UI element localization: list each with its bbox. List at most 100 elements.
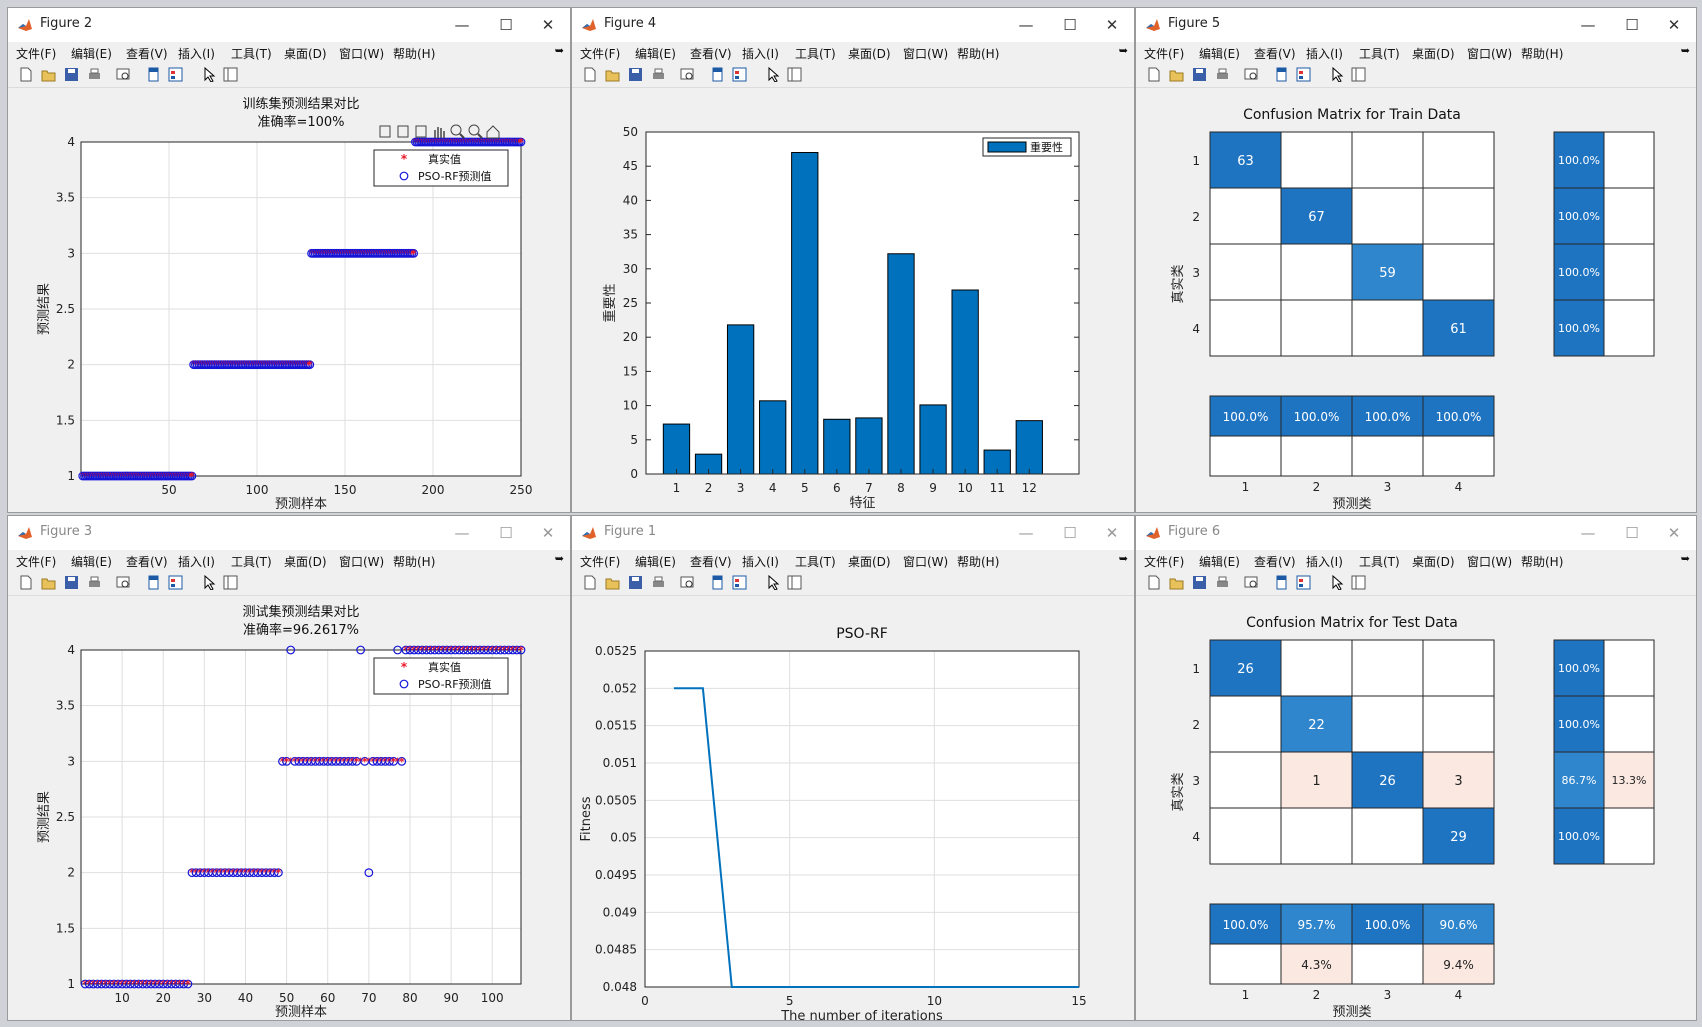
property-editor-icon[interactable] [1296, 67, 1311, 82]
open-file-icon[interactable] [41, 575, 56, 590]
menu-overflow-icon[interactable]: ➥ [1118, 44, 1128, 57]
menu-item[interactable]: 工具(T) [795, 47, 836, 61]
menu-item[interactable]: 查看(V) [126, 47, 168, 61]
menu-item[interactable]: 插入(I) [178, 555, 215, 569]
print-preview-icon[interactable] [680, 575, 695, 590]
hide-toolbar-icon[interactable] [146, 575, 161, 590]
title-bar[interactable]: Figure 2 — ☐ ✕ [8, 8, 570, 42]
menu-item[interactable]: 文件(F) [16, 555, 57, 569]
property-editor-icon[interactable] [168, 67, 183, 82]
zoom-out-icon[interactable] [468, 124, 483, 139]
maximize-button[interactable]: ☐ [499, 16, 513, 34]
title-bar[interactable]: Figure 1 — ☐ ✕ [572, 516, 1134, 550]
property-editor-icon[interactable] [732, 67, 747, 82]
pointer-icon[interactable] [765, 66, 780, 83]
menu-item[interactable]: 插入(I) [178, 47, 215, 61]
open-file-icon[interactable] [41, 67, 56, 82]
maximize-button[interactable]: ☐ [1063, 16, 1077, 34]
save-icon[interactable] [628, 575, 643, 590]
data-tip-icon[interactable] [397, 125, 409, 138]
open-file-icon[interactable] [605, 67, 620, 82]
menu-overflow-icon[interactable]: ➥ [1118, 552, 1128, 565]
plot-browser-icon[interactable] [787, 67, 802, 82]
menu-item[interactable]: 编辑(E) [1199, 47, 1240, 61]
maximize-button[interactable]: ☐ [499, 524, 513, 542]
plot-browser-icon[interactable] [223, 575, 238, 590]
print-icon[interactable] [651, 67, 666, 82]
maximize-button[interactable]: ☐ [1625, 524, 1639, 542]
menu-item[interactable]: 文件(F) [580, 47, 621, 61]
menu-item[interactable]: 编辑(E) [1199, 555, 1240, 569]
menu-item[interactable]: 窗口(W) [1467, 555, 1513, 569]
hide-toolbar-icon[interactable] [1274, 575, 1289, 590]
pointer-icon[interactable] [1329, 574, 1344, 591]
minimize-button[interactable]: — [454, 16, 470, 34]
open-file-icon[interactable] [1169, 67, 1184, 82]
print-preview-icon[interactable] [116, 575, 131, 590]
plot-browser-icon[interactable] [1351, 575, 1366, 590]
plot-browser-icon[interactable] [1351, 67, 1366, 82]
menu-item[interactable]: 工具(T) [1359, 555, 1400, 569]
title-bar[interactable]: Figure 5 — ☐ ✕ [1136, 8, 1696, 42]
maximize-button[interactable]: ☐ [1625, 16, 1639, 34]
menu-item[interactable]: 桌面(D) [284, 555, 327, 569]
menu-item[interactable]: 窗口(W) [339, 47, 385, 61]
menu-overflow-icon[interactable]: ➥ [1680, 44, 1690, 57]
minimize-button[interactable]: — [1580, 16, 1596, 34]
close-button[interactable]: ✕ [1667, 524, 1681, 542]
menu-item[interactable]: 桌面(D) [1412, 555, 1455, 569]
save-icon[interactable] [1192, 575, 1207, 590]
menu-item[interactable]: 工具(T) [231, 47, 272, 61]
property-editor-icon[interactable] [1296, 575, 1311, 590]
menu-item[interactable]: 编辑(E) [71, 47, 112, 61]
menu-item[interactable]: 工具(T) [795, 555, 836, 569]
zoom-in-icon[interactable] [450, 124, 465, 139]
title-bar[interactable]: Figure 6 — ☐ ✕ [1136, 516, 1696, 550]
pointer-icon[interactable] [1329, 66, 1344, 83]
menu-item[interactable]: 桌面(D) [848, 555, 891, 569]
close-button[interactable]: ✕ [1105, 524, 1119, 542]
open-file-icon[interactable] [605, 575, 620, 590]
property-editor-icon[interactable] [168, 575, 183, 590]
menu-item[interactable]: 窗口(W) [903, 47, 949, 61]
close-button[interactable]: ✕ [1105, 16, 1119, 34]
menu-item[interactable]: 编辑(E) [71, 555, 112, 569]
menu-item[interactable]: 文件(F) [1144, 47, 1185, 61]
home-icon[interactable] [486, 125, 500, 139]
menu-item[interactable]: 工具(T) [1359, 47, 1400, 61]
menu-item[interactable]: 帮助(H) [1521, 555, 1564, 569]
menu-item[interactable]: 查看(V) [1254, 47, 1296, 61]
minimize-button[interactable]: — [1580, 524, 1596, 542]
menu-overflow-icon[interactable]: ➥ [1680, 552, 1690, 565]
menu-item[interactable]: 编辑(E) [635, 47, 676, 61]
minimize-button[interactable]: — [1018, 16, 1034, 34]
menu-item[interactable]: 桌面(D) [284, 47, 327, 61]
plot-browser-icon[interactable] [787, 575, 802, 590]
menu-item[interactable]: 查看(V) [126, 555, 168, 569]
close-button[interactable]: ✕ [541, 524, 555, 542]
menu-item[interactable]: 插入(I) [742, 555, 779, 569]
title-bar[interactable]: Figure 3 — ☐ ✕ [8, 516, 570, 550]
title-bar[interactable]: Figure 4 — ☐ ✕ [572, 8, 1134, 42]
print-preview-icon[interactable] [1244, 67, 1259, 82]
pointer-icon[interactable] [765, 574, 780, 591]
close-button[interactable]: ✕ [1667, 16, 1681, 34]
menu-item[interactable]: 文件(F) [16, 47, 57, 61]
menu-item[interactable]: 文件(F) [580, 555, 621, 569]
print-preview-icon[interactable] [680, 67, 695, 82]
minimize-button[interactable]: — [1018, 524, 1034, 542]
plot-browser-icon[interactable] [223, 67, 238, 82]
menu-item[interactable]: 插入(I) [1306, 47, 1343, 61]
menu-item[interactable]: 桌面(D) [848, 47, 891, 61]
menu-item[interactable]: 帮助(H) [393, 555, 436, 569]
menu-item[interactable]: 查看(V) [690, 47, 732, 61]
pan-icon[interactable] [434, 127, 445, 138]
print-icon[interactable] [87, 67, 102, 82]
menu-item[interactable]: 桌面(D) [1412, 47, 1455, 61]
print-icon[interactable] [1215, 575, 1230, 590]
menu-item[interactable]: 编辑(E) [635, 555, 676, 569]
hide-toolbar-icon[interactable] [710, 575, 725, 590]
new-file-icon[interactable] [18, 67, 33, 82]
menu-item[interactable]: 插入(I) [1306, 555, 1343, 569]
menu-item[interactable]: 插入(I) [742, 47, 779, 61]
